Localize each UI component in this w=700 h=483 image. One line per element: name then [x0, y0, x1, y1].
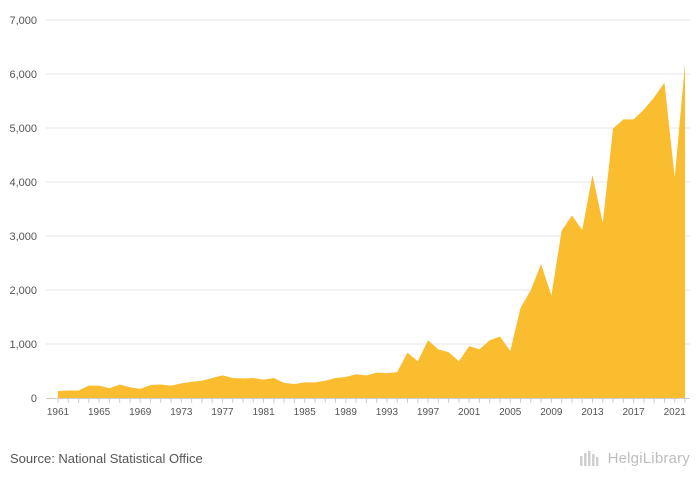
x-tick-label: 1961 — [47, 407, 70, 418]
y-axis: 0 1,000 2,000 3,000 4,000 5,000 6,000 7,000 — [9, 15, 37, 405]
x-tick-label: 2009 — [540, 407, 563, 418]
series-area — [58, 63, 685, 399]
x-tick-label: 2021 — [664, 407, 687, 418]
x-tick-label: 1993 — [376, 407, 399, 418]
helgi-library-logo: HelgiLibrary — [579, 449, 690, 467]
area-chart: 0 1,000 2,000 3,000 4,000 5,000 6,000 7,000 196… — [9, 15, 690, 418]
area-series — [58, 63, 685, 399]
x-tick-label: 1977 — [211, 407, 234, 418]
y-tick-label: 4,000 — [9, 177, 37, 189]
x-tick-label: 1997 — [417, 407, 440, 418]
x-tick-label: 1965 — [88, 407, 111, 418]
library-books-icon — [579, 451, 599, 466]
x-tick-label: 1981 — [252, 407, 275, 418]
x-tick-label: 1989 — [335, 407, 358, 418]
y-tick-label: 0 — [31, 393, 37, 405]
x-tick-label: 2001 — [458, 407, 481, 418]
x-tick-label: 1973 — [170, 407, 193, 418]
y-tick-label: 2,000 — [9, 285, 37, 297]
logo-text: HelgiLibrary — [607, 449, 690, 467]
y-tick-label: 3,000 — [9, 231, 37, 243]
x-axis: 1961 1965 1969 1973 1977 1981 1985 1989 1993 1997… — [46, 398, 690, 418]
x-tick-label: 2017 — [622, 407, 645, 418]
x-tick-label: 2013 — [581, 407, 604, 418]
gridlines — [46, 19, 690, 345]
y-tick-label: 5,000 — [9, 123, 37, 135]
y-tick-label: 6,000 — [9, 69, 37, 81]
y-tick-label: 7,000 — [9, 15, 37, 27]
x-tick-label: 1969 — [129, 407, 152, 418]
y-tick-label: 1,000 — [9, 339, 37, 351]
x-tick-label: 1985 — [294, 407, 317, 418]
x-tick-label: 2005 — [499, 407, 522, 418]
source-note: Source: National Statistical Office — [10, 451, 203, 466]
